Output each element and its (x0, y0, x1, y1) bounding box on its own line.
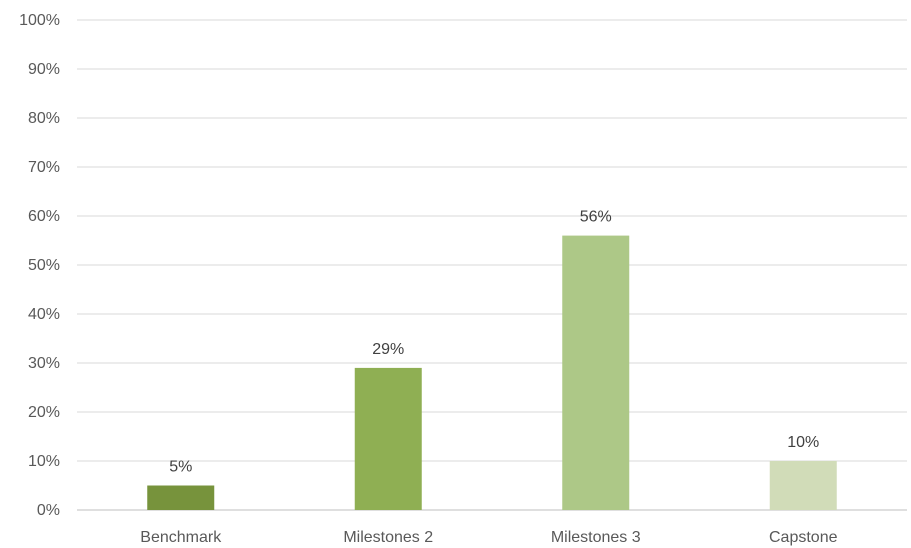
bars (147, 235, 837, 510)
gridlines (77, 19, 907, 511)
y-tick-label: 0% (37, 502, 60, 519)
x-axis: Benchmark Milestones 2 Milestones 3 Capston… (140, 529, 837, 546)
x-tick-label: Milestones 3 (551, 529, 641, 546)
bar (147, 485, 215, 510)
data-label: 56% (580, 209, 612, 226)
data-label: 29% (372, 341, 404, 358)
x-tick-label: Benchmark (140, 529, 222, 546)
y-tick-label: 30% (28, 355, 60, 372)
data-label: 5% (169, 459, 192, 476)
bar (354, 367, 422, 510)
x-tick-label: Capstone (769, 529, 838, 546)
y-tick-label: 70% (28, 159, 60, 176)
y-tick-label: 20% (28, 404, 60, 421)
y-tick-label: 100% (19, 12, 60, 29)
y-tick-label: 40% (28, 306, 60, 323)
x-tick-label: Milestones 2 (343, 529, 433, 546)
y-tick-label: 10% (28, 453, 60, 470)
bar (562, 235, 630, 510)
y-tick-label: 50% (28, 257, 60, 274)
y-tick-label: 80% (28, 110, 60, 127)
data-labels: 5% 29% 56% 10% (169, 209, 819, 476)
bar (769, 461, 837, 510)
data-label: 10% (787, 434, 819, 451)
y-axis: 0% 10% 20% 30% 40% 50% 60% 70% 80% 90% 100% (19, 12, 60, 519)
y-tick-label: 90% (28, 61, 60, 78)
y-tick-label: 60% (28, 208, 60, 225)
